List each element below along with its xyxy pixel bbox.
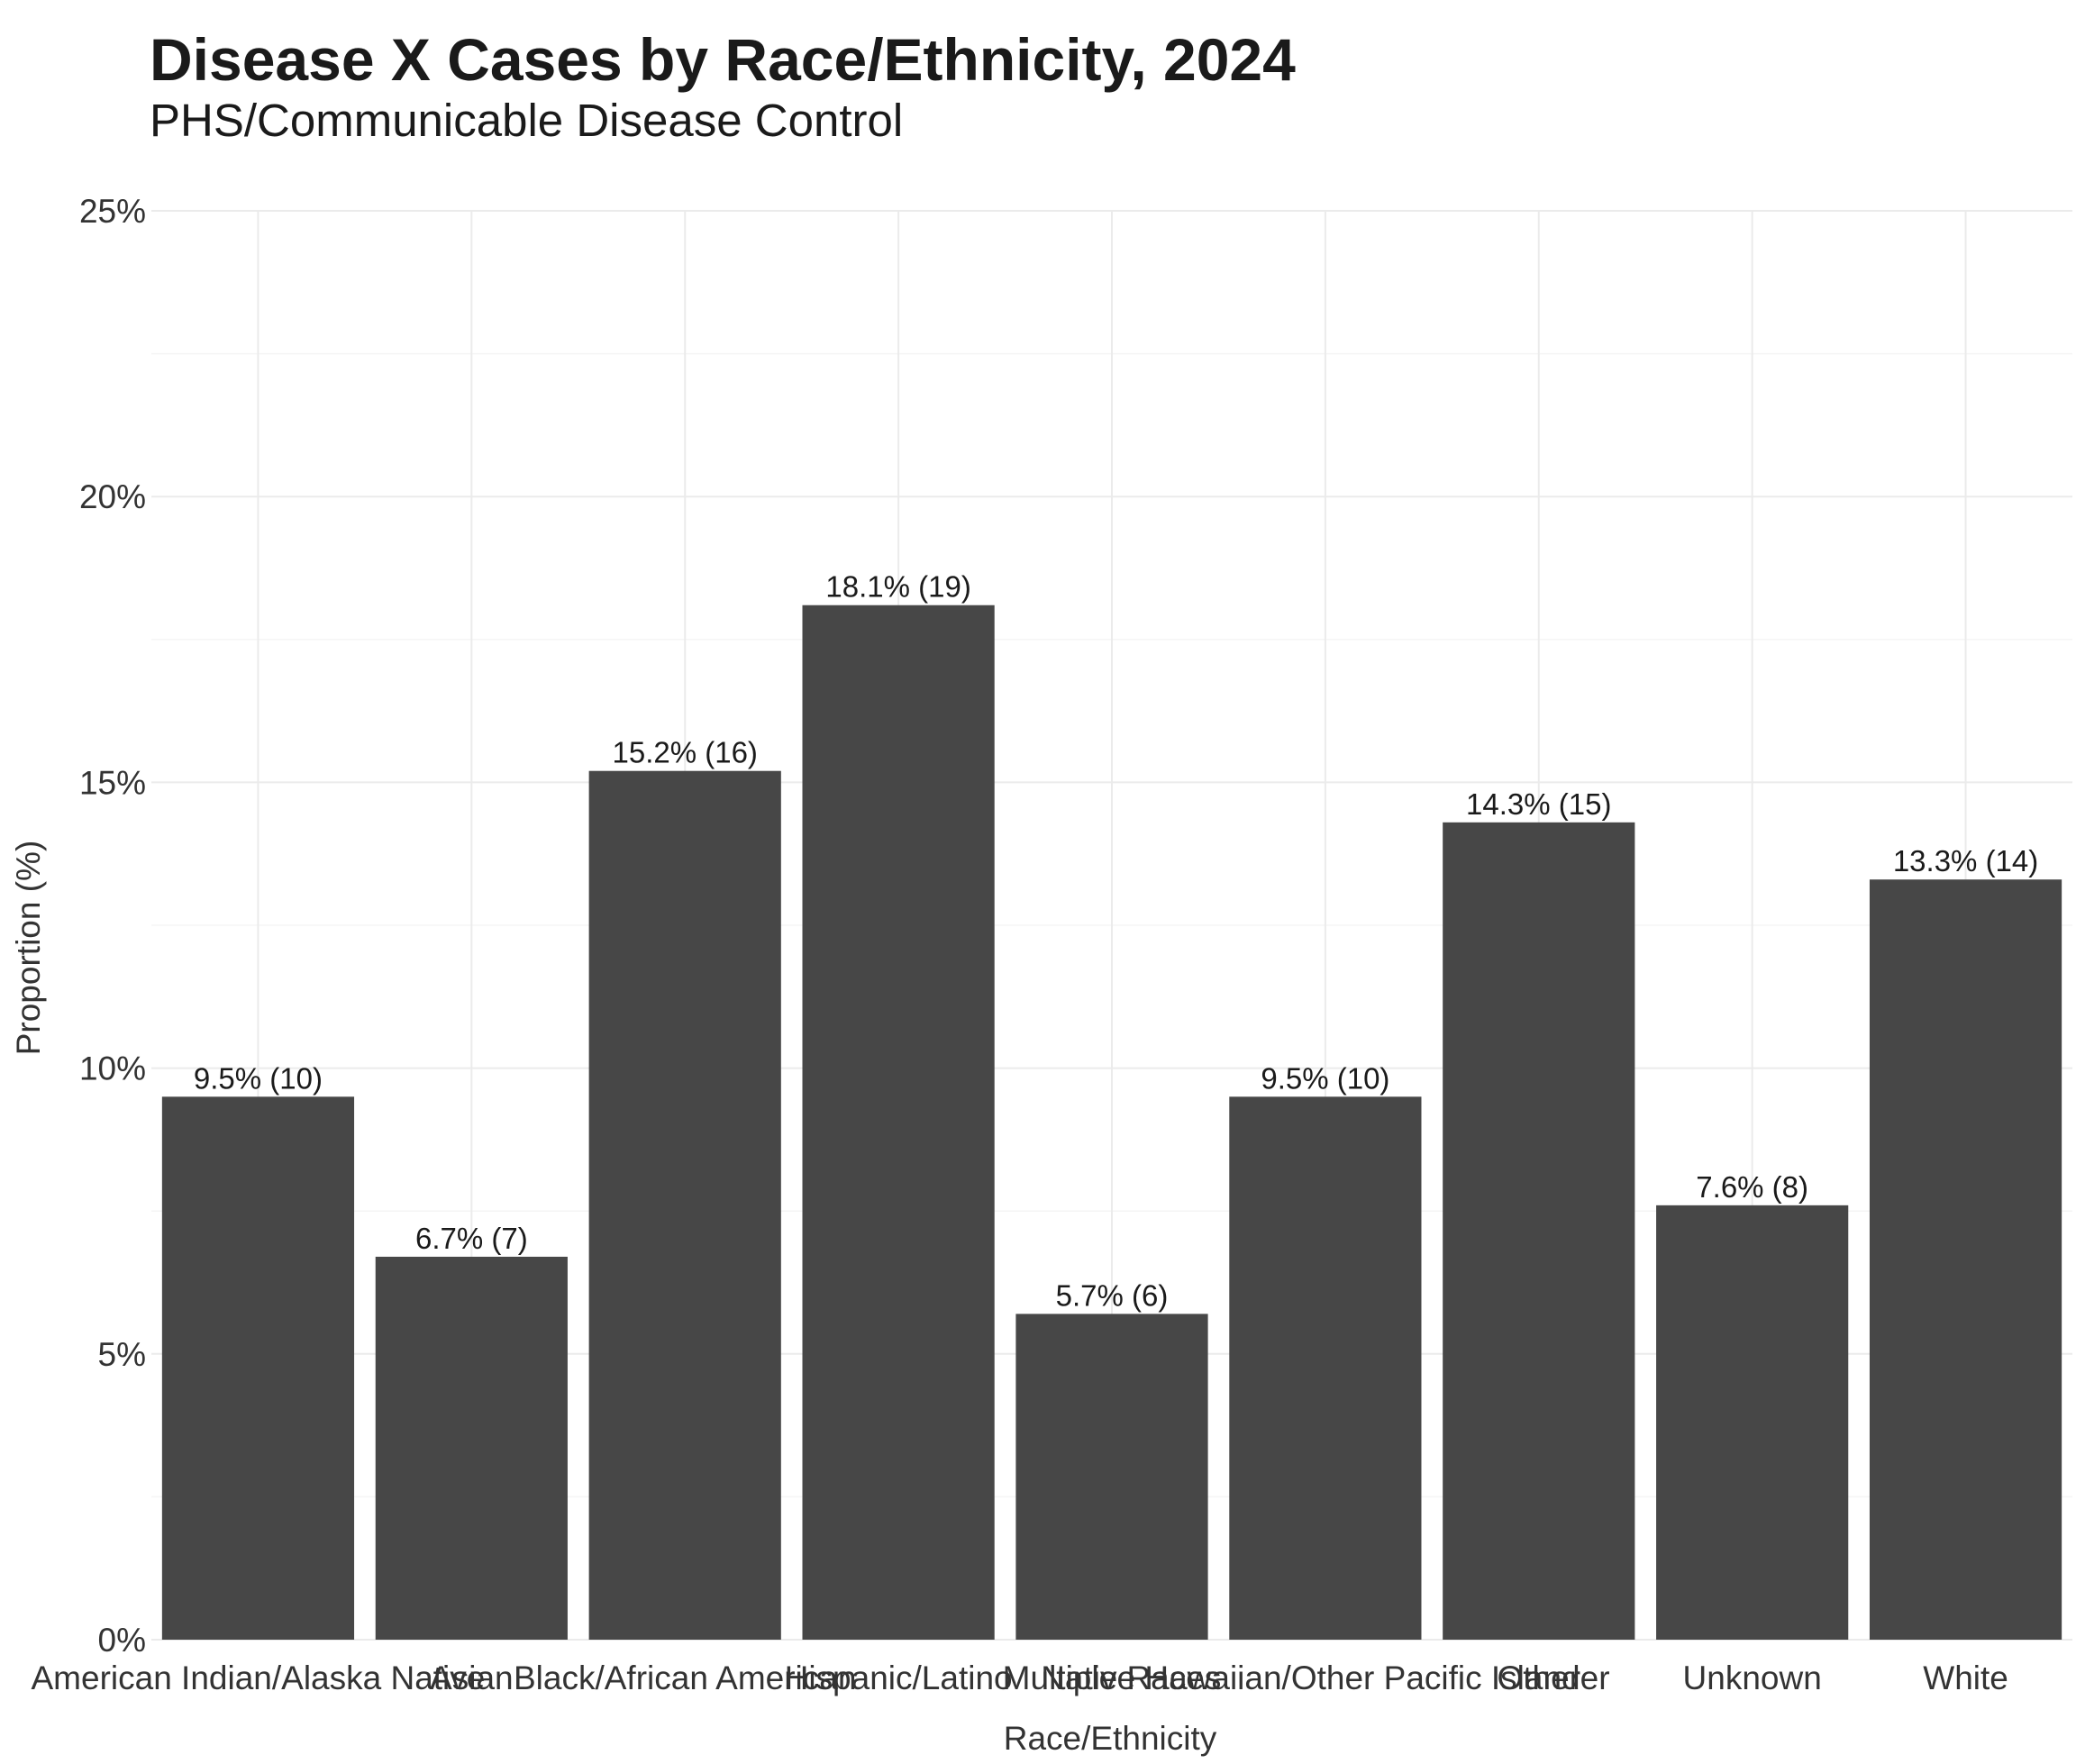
y-axis-title: Proportion (%) — [10, 841, 47, 1056]
chart-subtitle: PHS/Communicable Disease Control — [150, 95, 904, 146]
data-label: 14.3% (15) — [1466, 787, 1611, 821]
bar — [375, 1256, 568, 1640]
data-labels: 9.5% (10) 6.7% (7) 15.2% (16) 18.1% (19) 5.7… — [194, 570, 2038, 1313]
x-tick-label: Black/African American — [514, 1659, 856, 1696]
data-label: 7.6% (8) — [1696, 1170, 1808, 1204]
y-tick-label: 20% — [79, 478, 146, 515]
bar — [1869, 879, 2062, 1640]
data-label: 9.5% (10) — [1261, 1061, 1389, 1095]
x-tick-label: Hispanic/Latino — [785, 1659, 1013, 1696]
data-label: 9.5% (10) — [194, 1061, 323, 1095]
bar — [588, 770, 781, 1640]
bar — [161, 1096, 355, 1640]
x-axis-title: Race/Ethnicity — [1004, 1720, 1217, 1757]
y-tick-label: 25% — [79, 193, 146, 230]
bar — [1229, 1096, 1422, 1640]
data-label: 5.7% (6) — [1056, 1278, 1169, 1312]
y-axis-ticks: 0% 5% 10% 15% 20% 25% — [79, 193, 146, 1659]
y-tick-label: 5% — [98, 1336, 146, 1373]
x-tick-label: Multiple Races — [1003, 1659, 1222, 1696]
y-tick-label: 15% — [79, 764, 146, 801]
bar — [1656, 1205, 1849, 1640]
y-tick-label: 10% — [79, 1050, 146, 1087]
data-label: 13.3% (14) — [1893, 844, 2038, 877]
data-label: 15.2% (16) — [613, 736, 758, 769]
bars — [161, 605, 2062, 1640]
x-tick-label: White — [1923, 1659, 2008, 1696]
data-label: 6.7% (7) — [415, 1222, 528, 1255]
x-tick-label: Unknown — [1683, 1659, 1822, 1696]
bar — [1015, 1314, 1208, 1640]
x-tick-label: Native Hawaiian/Other Pacific Islander — [1041, 1659, 1609, 1696]
data-label: 18.1% (19) — [825, 570, 970, 604]
x-tick-label: American Indian/Alaska Native — [32, 1659, 486, 1696]
x-tick-label: Asian — [430, 1659, 514, 1696]
bar — [802, 605, 995, 1640]
y-tick-label: 0% — [98, 1622, 146, 1659]
x-tick-label: Other — [1498, 1659, 1581, 1696]
chart-title: Disease X Cases by Race/Ethnicity, 2024 — [150, 26, 1296, 93]
bar — [1443, 822, 1635, 1640]
